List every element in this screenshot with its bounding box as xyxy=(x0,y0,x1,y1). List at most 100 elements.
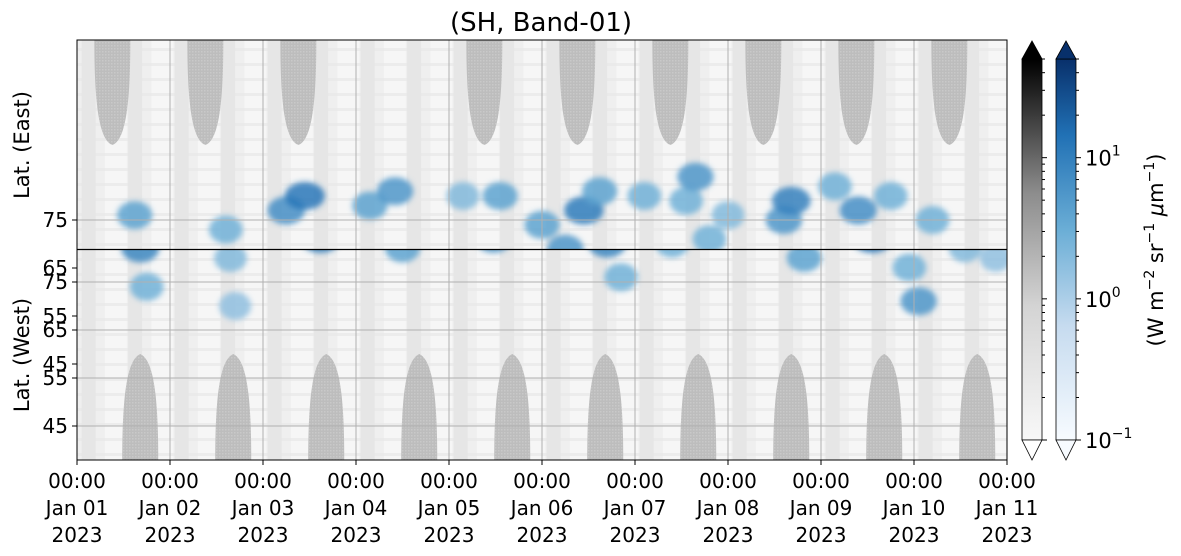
radiance-patch xyxy=(482,182,518,210)
swath-stripe xyxy=(662,250,685,460)
x-tick-day: Jan 03 xyxy=(230,496,295,520)
gray-lobe xyxy=(587,354,624,460)
colorbar-greys xyxy=(1021,40,1043,461)
swath-stripe xyxy=(639,250,654,460)
swath-stripe xyxy=(151,250,174,460)
x-tick-day: Jan 11 xyxy=(974,496,1039,520)
x-tick-year: 2023 xyxy=(889,523,940,547)
east-gray-lobes xyxy=(94,40,968,145)
gray-lobe xyxy=(401,354,438,460)
colorbar-tick-label: 10−1 xyxy=(1085,426,1132,453)
swath-stripe xyxy=(569,250,592,460)
swath-stripe xyxy=(918,40,933,249)
x-tick-year: 2023 xyxy=(703,523,754,547)
swath-stripe xyxy=(383,40,406,249)
y-tick-label: 55 xyxy=(43,366,68,390)
radiance-patch xyxy=(129,272,164,301)
radiance-patch xyxy=(669,186,704,215)
x-tick-time: 00:00 xyxy=(885,469,943,493)
radiance-patch xyxy=(627,182,662,210)
gray-lobe xyxy=(652,40,689,145)
colorbar-greys-body xyxy=(1021,58,1043,441)
x-tick-day: Jan 05 xyxy=(416,496,481,520)
colorbar-label: (W m−2 sr−1 μm−1) xyxy=(1142,154,1168,347)
swath-stripe xyxy=(616,250,639,460)
radiance-patch xyxy=(657,250,688,258)
swath-stripe xyxy=(337,40,360,249)
x-tick-day: Jan 09 xyxy=(788,496,853,520)
gray-lobe xyxy=(745,40,782,145)
radiance-patch xyxy=(482,250,505,253)
swath-stripe xyxy=(244,40,267,249)
x-tick-year: 2023 xyxy=(610,523,661,547)
swath-stripe xyxy=(523,40,546,249)
colorbar-greys-extend-top xyxy=(1021,40,1043,60)
radiance-patch xyxy=(308,250,333,253)
radiance-patch xyxy=(839,196,877,225)
x-tick-day: Jan 10 xyxy=(881,496,946,520)
y-tick-label: 45 xyxy=(43,414,68,438)
swath-stripe xyxy=(197,250,220,460)
gray-lobe xyxy=(838,40,875,145)
x-tick-day: Jan 06 xyxy=(509,496,574,520)
colorbar-tick-label: 101 xyxy=(1085,144,1121,171)
x-tick-day: Jan 02 xyxy=(137,496,202,520)
swath-stripe xyxy=(81,250,96,460)
radiance-patch xyxy=(677,162,714,191)
radiance-patch xyxy=(692,225,727,249)
radiance-patch xyxy=(818,172,852,201)
swath-stripe xyxy=(430,250,453,460)
swath-stripe xyxy=(453,40,468,249)
radiance-patch xyxy=(979,250,1007,272)
swath-stripe xyxy=(453,250,468,460)
ylabel-west: Lat. (West) xyxy=(10,298,34,412)
ylabel-east: Lat. (East) xyxy=(10,91,34,199)
gray-lobe xyxy=(280,40,317,145)
gray-lobe xyxy=(931,40,968,145)
x-tick-year: 2023 xyxy=(517,523,568,547)
y-tick-label: 75 xyxy=(43,270,68,294)
radiance-patch xyxy=(900,287,937,316)
radiance-patch xyxy=(214,250,247,272)
radiance-patch xyxy=(219,292,252,320)
panel-west xyxy=(76,250,1008,460)
radiance-patch xyxy=(873,182,908,210)
swath-stripe xyxy=(546,40,561,249)
radiance-patch xyxy=(582,177,618,206)
x-tick-day: Jan 04 xyxy=(323,496,388,520)
swath-stripe xyxy=(732,250,747,460)
colorbar-blues-extend-bottom xyxy=(1055,439,1077,461)
swath-stripe xyxy=(500,40,515,249)
colorbar-ticks: 10−1 100 101 xyxy=(1042,58,1132,453)
radiance-patch xyxy=(786,250,822,272)
swath-stripe xyxy=(407,40,422,249)
x-tick-year: 2023 xyxy=(331,523,382,547)
x-tick-day: Jan 08 xyxy=(695,496,760,520)
swath-stripe xyxy=(709,250,732,460)
swath-stripe xyxy=(941,250,964,460)
swath-stripe xyxy=(872,40,887,249)
swath-stripe xyxy=(383,250,406,460)
gray-lobe xyxy=(680,354,717,460)
swath-stripe xyxy=(174,40,189,249)
swath-stripe xyxy=(174,250,189,460)
gray-lobe xyxy=(308,354,345,460)
radiance-patch xyxy=(948,250,982,263)
swath-stripe xyxy=(151,40,174,249)
x-tick-time: 00:00 xyxy=(513,469,571,493)
x-tick-year: 2023 xyxy=(424,523,475,547)
swath-stripe xyxy=(965,40,980,249)
y-tick-label: 65 xyxy=(43,256,68,280)
x-tick-year: 2023 xyxy=(52,523,103,547)
x-tick-time: 00:00 xyxy=(327,469,385,493)
x-tick-time: 00:00 xyxy=(606,469,664,493)
swath-stripe xyxy=(104,250,127,460)
y-tick-label: 75 xyxy=(43,208,68,232)
swath-stripe xyxy=(546,250,561,460)
swath-stripe xyxy=(825,40,840,249)
swath-stripe xyxy=(639,40,654,249)
y-tick-label: 55 xyxy=(43,304,68,328)
x-tick-time: 00:00 xyxy=(234,469,292,493)
